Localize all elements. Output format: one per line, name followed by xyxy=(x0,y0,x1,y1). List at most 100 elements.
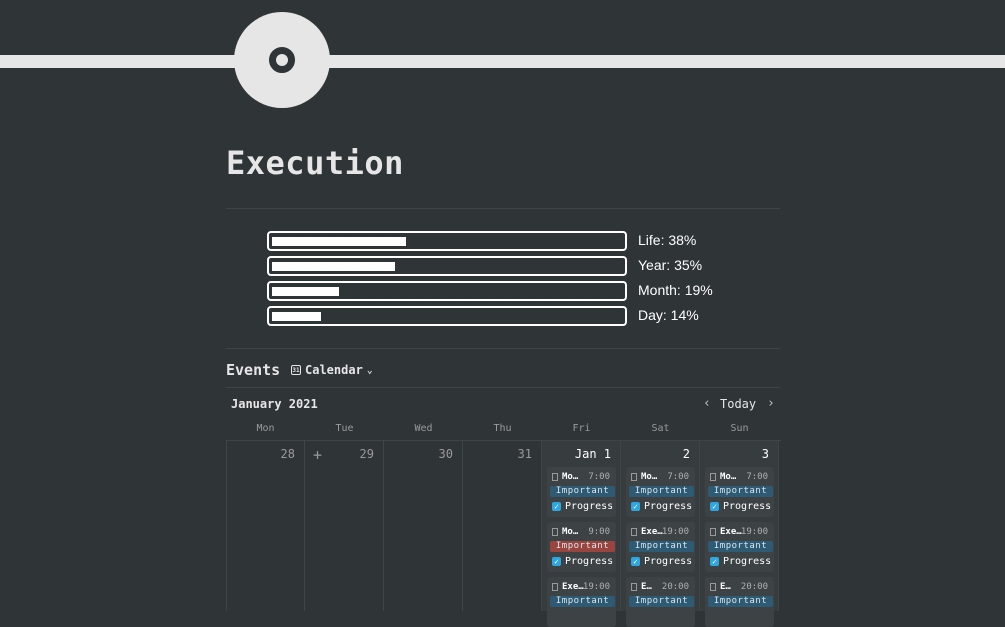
document-icon xyxy=(710,583,716,591)
day-cell[interactable]: 3 Mo… 7:00 Important ✓ Progress Exe… 19:00 Impo… xyxy=(700,441,779,627)
event-header: Mo… 7:00 xyxy=(550,471,613,483)
checkbox-checked-icon[interactable]: ✓ xyxy=(552,557,561,566)
calendar-grid: 28 + 29 30 31 Jan 1 Mo… 7:00 Important ✓ Pro… xyxy=(226,440,781,627)
event-title: Mo… xyxy=(641,472,658,482)
event-card[interactable]: Mo… 7:00 Important ✓ Progress xyxy=(705,467,774,517)
day-number: 31 xyxy=(517,447,532,461)
event-title: Mo… xyxy=(562,472,579,482)
tag-badge: Important xyxy=(550,596,615,607)
event-time: 19:00 xyxy=(740,527,768,537)
tag-badge: Important xyxy=(708,541,773,552)
chevron-right-icon[interactable]: › xyxy=(767,396,775,411)
day-cell[interactable]: 31 xyxy=(463,441,542,611)
event-header: Exe… 19:00 xyxy=(629,526,692,538)
checkbox-label: Progress xyxy=(565,556,614,567)
document-icon xyxy=(631,583,637,591)
event-card[interactable]: Mo… 7:00 Important ✓ Progress xyxy=(626,467,695,517)
circle-ring-icon[interactable] xyxy=(234,12,330,108)
checkbox-checked-icon[interactable]: ✓ xyxy=(552,502,561,511)
divider xyxy=(226,208,780,209)
weekday-label: Wed xyxy=(414,423,433,434)
progress-day: Day: 14% xyxy=(267,306,727,326)
tag-badge: Important xyxy=(629,486,694,497)
progress-label: Life: 38% xyxy=(638,232,697,248)
day-cell[interactable]: 28 xyxy=(226,441,305,611)
event-card[interactable]: E… 20:00 Important xyxy=(705,577,774,627)
day-number: 3 xyxy=(761,447,769,461)
document-icon xyxy=(710,528,716,536)
calendar-icon: 31 xyxy=(291,365,301,375)
event-card[interactable]: Mo… 7:00 Important ✓ Progress xyxy=(547,467,616,517)
day-cell[interactable]: + 29 xyxy=(305,441,384,611)
checkbox-label: Progress xyxy=(723,501,772,512)
day-cell[interactable]: Jan 1 Mo… 7:00 Important ✓ Progress Mo… 9:00 Im… xyxy=(542,441,621,627)
day-number: Jan 1 xyxy=(574,447,611,461)
today-button[interactable]: Today xyxy=(720,397,757,411)
month-title: January 2021 xyxy=(231,397,318,411)
event-title: E… xyxy=(641,582,652,592)
progress-fill xyxy=(272,287,339,296)
document-icon xyxy=(552,473,558,481)
progress-month: Month: 19% xyxy=(267,281,727,301)
weekday-label: Sat xyxy=(651,423,670,434)
event-card[interactable]: Exe… 19:00 Important ✓ Progress xyxy=(705,522,774,572)
progress-bar xyxy=(267,231,627,251)
progress-bar xyxy=(267,256,627,276)
tag-badge: Important xyxy=(550,486,615,497)
checkbox-label: Progress xyxy=(644,501,693,512)
event-header: E… 20:00 xyxy=(708,581,771,593)
checkbox-checked-icon[interactable]: ✓ xyxy=(710,502,719,511)
event-card[interactable]: Mo… 9:00 Important ✓ Progress xyxy=(547,522,616,572)
chevron-left-icon[interactable]: ‹ xyxy=(703,396,711,411)
add-event-button[interactable]: + xyxy=(313,446,323,464)
event-title: Exe… xyxy=(641,527,663,537)
day-number: 29 xyxy=(359,447,374,461)
progress-life: Life: 38% xyxy=(267,231,727,251)
progress-bar xyxy=(267,281,627,301)
event-header: E… 20:00 xyxy=(629,581,692,593)
event-time: 20:00 xyxy=(740,582,768,592)
event-header: Exe… 19:00 xyxy=(708,526,771,538)
progress-fill xyxy=(272,237,406,246)
event-title: E… xyxy=(720,582,731,592)
view-label: Calendar xyxy=(305,363,363,377)
day-number: 30 xyxy=(438,447,453,461)
checkbox-checked-icon[interactable]: ✓ xyxy=(710,557,719,566)
event-time: 7:00 xyxy=(746,472,768,482)
event-header: Mo… 7:00 xyxy=(708,471,771,483)
progress-fill xyxy=(272,262,395,271)
weekday-label: Thu xyxy=(493,423,512,434)
event-time: 7:00 xyxy=(667,472,689,482)
event-title: Mo… xyxy=(720,472,737,482)
tag-badge: Important xyxy=(708,486,773,497)
progress-fill xyxy=(272,312,321,321)
event-time: 20:00 xyxy=(661,582,689,592)
day-number: 2 xyxy=(682,447,690,461)
tag-badge: Important xyxy=(708,596,773,607)
progress-label: Year: 35% xyxy=(638,257,703,273)
checkbox-label: Progress xyxy=(723,556,772,567)
day-number: 28 xyxy=(280,447,295,461)
divider xyxy=(226,387,780,388)
divider xyxy=(226,348,780,349)
event-time: 9:00 xyxy=(588,527,610,537)
event-time: 7:00 xyxy=(588,472,610,482)
event-card[interactable]: Exe… 19:00 Important ✓ Progress xyxy=(626,522,695,572)
checkbox-checked-icon[interactable]: ✓ xyxy=(631,502,640,511)
progress-bar xyxy=(267,306,627,326)
page-title: Execution xyxy=(226,144,404,182)
checkbox-checked-icon[interactable]: ✓ xyxy=(631,557,640,566)
weekday-label: Tue xyxy=(335,423,354,434)
day-cell[interactable]: 2 Mo… 7:00 Important ✓ Progress Exe… 19:00 Impo… xyxy=(621,441,700,627)
progress-year: Year: 35% xyxy=(267,256,727,276)
events-title[interactable]: Events xyxy=(226,361,281,379)
document-icon xyxy=(710,473,716,481)
event-title: Mo… xyxy=(562,527,579,537)
weekday-label: Sun xyxy=(730,423,749,434)
event-card[interactable]: Exe… 19:00 Important xyxy=(547,577,616,627)
view-switcher[interactable]: 31 Calendar ⌄ xyxy=(291,363,373,377)
event-header: Mo… 7:00 xyxy=(629,471,692,483)
event-card[interactable]: E… 20:00 Important xyxy=(626,577,695,627)
day-cell[interactable]: 30 xyxy=(384,441,463,611)
progress-label: Day: 14% xyxy=(638,307,699,323)
